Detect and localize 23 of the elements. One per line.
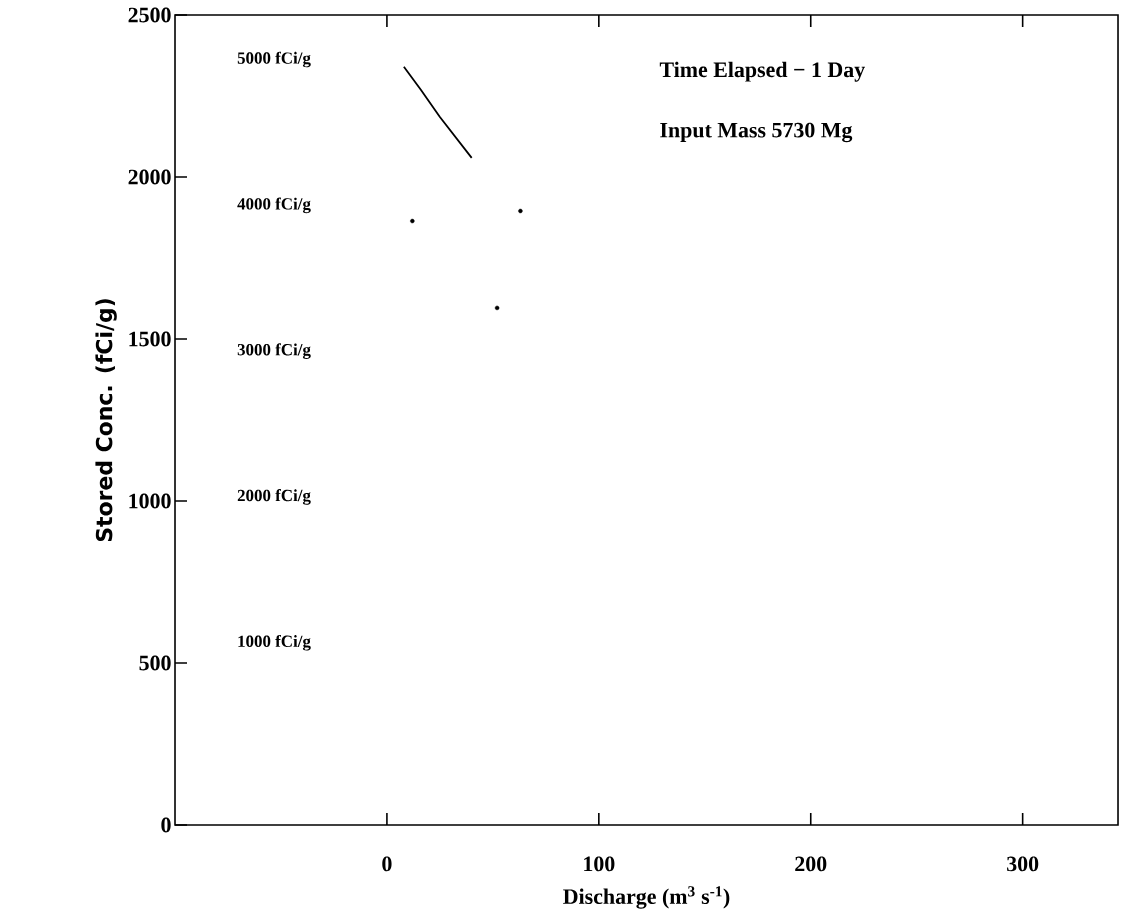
- x-tick-label: 300: [1007, 856, 1039, 872]
- y-axis-title: Stored Conc. (fCi/g): [95, 299, 117, 542]
- x-axis-title: Discharge (m$^{3}$ s$^{-1}$): [563, 886, 730, 909]
- y-tick-label: 500: [139, 655, 171, 671]
- x-tick-label: 200: [795, 856, 827, 872]
- line-series: [402, 65, 473, 159]
- annotation: 5000 fCi/g: [237, 51, 311, 68]
- annotation: Input Mass 5730 Mg: [660, 122, 853, 143]
- x-tick-label: 100: [584, 856, 615, 872]
- annotation: 4000 fCi/g: [237, 197, 311, 214]
- y-tick-label: 0: [161, 817, 171, 833]
- x-tick-label: 0: [382, 856, 392, 872]
- point: [410, 218, 415, 224]
- y-tick-label: 2000: [128, 169, 171, 185]
- point: [494, 305, 500, 311]
- y-tick-label: 2500: [128, 7, 171, 23]
- y-tick-label: 1500: [129, 331, 171, 347]
- annotation: 1000 fCi/g: [238, 634, 311, 651]
- annotation: 2000 fCi/g: [237, 489, 311, 505]
- annotation: 3000 fCi/g: [237, 343, 311, 359]
- point: [518, 208, 523, 214]
- y-tick-label: 1000: [129, 493, 171, 509]
- annotation: Time Elapsed − 1 Day: [659, 61, 865, 82]
